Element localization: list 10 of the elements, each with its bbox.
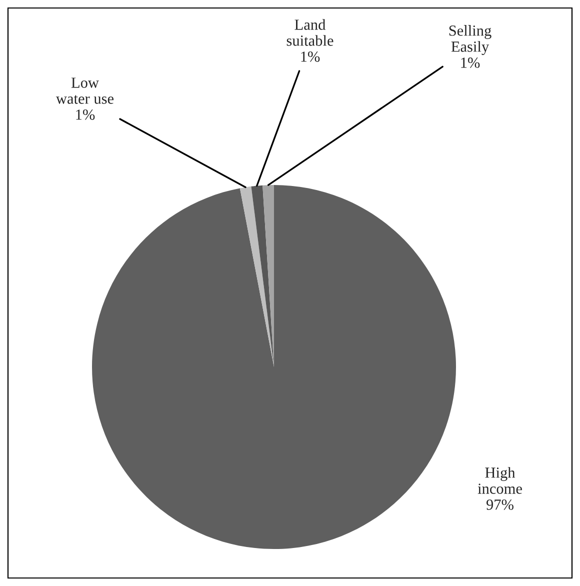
data-label: 97%	[486, 500, 514, 510]
pie-slice	[92, 185, 456, 549]
slice-label: Selling Easily	[449, 25, 492, 55]
data-label: 1%	[461, 58, 480, 68]
slice-label: High income	[478, 467, 522, 494]
data-label: 1%	[301, 51, 320, 62]
slice-label: Land suitable	[286, 19, 334, 46]
pie-slice	[240, 186, 274, 367]
data-label: 1%	[76, 109, 95, 120]
slice-label: Low water use	[56, 78, 114, 104]
